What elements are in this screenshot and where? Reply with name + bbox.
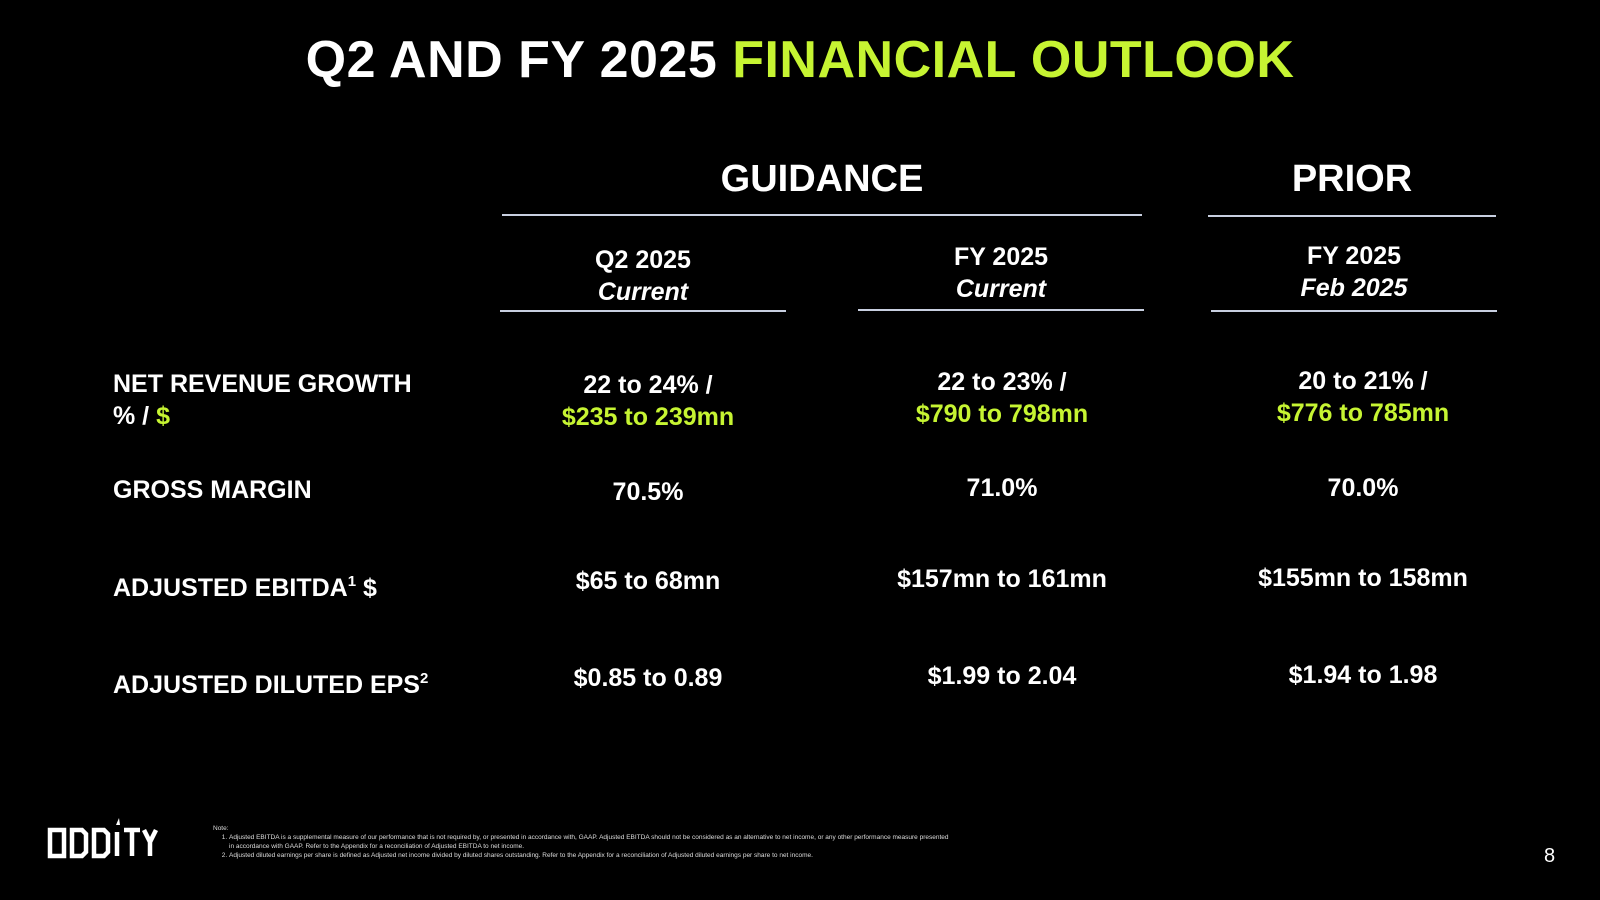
cell-gross-margin-fy-current: 71.0% <box>966 474 1038 502</box>
oddity-logo <box>47 818 159 859</box>
column-header-fy-current: FY 2025 Current <box>858 241 1144 305</box>
row-label-adjusted-ebitda: ADJUSTED EBITDA1 $ <box>113 566 377 604</box>
title-part-white: Q2 AND FY 2025 <box>305 31 718 89</box>
row-label-adjusted-diluted-eps: ADJUSTED DILUTED EPS2 <box>113 663 428 701</box>
cell-revenue-q2: 22 to 24% / $235 to 239mn <box>498 369 798 433</box>
column-header-subtitle: Current <box>597 278 689 306</box>
row-label-suffix: $ <box>356 574 377 602</box>
column-header-period: Q2 2025 <box>595 246 691 274</box>
cell-revenue-fy-current: 22 to 23% / $790 to 798mn <box>852 366 1152 430</box>
row-label-text: ADJUSTED EBITDA <box>113 574 348 602</box>
column-header-subtitle: Current <box>955 275 1047 303</box>
row-label-text: ADJUSTED DILUTED EPS <box>113 671 420 699</box>
note-item: Adjusted EBITDA is a supplemental measur… <box>229 833 953 851</box>
notes-heading: Note: <box>213 825 229 832</box>
row-label-text: % / <box>113 402 157 430</box>
row-label-accent: $ <box>156 402 170 430</box>
row-label-net-revenue-growth: NET REVENUE GROWTH % / $ <box>113 368 412 432</box>
column-rule <box>500 310 786 312</box>
column-header-period: FY 2025 <box>953 243 1049 271</box>
page-title: Q2 AND FY 2025 FINANCIAL OUTLOOK <box>0 30 1600 90</box>
notes-list: Adjusted EBITDA is a supplemental measur… <box>213 833 953 860</box>
cell-gross-margin-fy-prior: 70.0% <box>1327 474 1399 502</box>
cell-accent-text: $776 to 785mn <box>1276 399 1450 427</box>
column-header-period: FY 2025 <box>1306 242 1402 270</box>
cell-text: 22 to 23% / <box>937 368 1067 396</box>
cell-eps-q2: $0.85 to 0.89 <box>573 664 723 692</box>
cell-accent-text: $790 to 798mn <box>915 400 1089 428</box>
column-rule <box>1211 310 1497 312</box>
column-header-subtitle: Feb 2025 <box>1300 274 1408 302</box>
row-label-line: % / $ <box>113 400 412 432</box>
guidance-header: GUIDANCE <box>720 158 924 200</box>
cell-ebitda-q2: $65 to 68mn <box>575 567 721 595</box>
prior-header: PRIOR <box>1291 158 1413 200</box>
row-label-gross-margin: GROSS MARGIN <box>113 476 312 504</box>
footnote-marker: 1 <box>347 573 357 590</box>
prior-rule <box>1208 215 1496 217</box>
cell-ebitda-fy-current: $157mn to 161mn <box>897 565 1107 593</box>
page-number: 8 <box>1544 845 1556 867</box>
title-part-accent: FINANCIAL OUTLOOK <box>732 31 1295 89</box>
guidance-rule <box>502 214 1142 216</box>
column-header-fy-prior: FY 2025 Feb 2025 <box>1211 240 1497 304</box>
cell-eps-fy-current: $1.99 to 2.04 <box>927 662 1077 690</box>
cell-gross-margin-q2: 70.5% <box>612 478 684 506</box>
note-item: Adjusted diluted earnings per share is d… <box>229 851 953 860</box>
cell-accent-text: $235 to 239mn <box>561 403 735 431</box>
column-header-q2-current: Q2 2025 Current <box>500 244 786 308</box>
cell-eps-fy-prior: $1.94 to 1.98 <box>1288 661 1438 689</box>
cell-revenue-fy-prior: 20 to 21% / $776 to 785mn <box>1213 365 1513 429</box>
footnotes: Note: Adjusted EBITDA is a supplemental … <box>213 824 953 860</box>
row-label-line: NET REVENUE GROWTH <box>113 370 412 398</box>
cell-text: 20 to 21% / <box>1298 367 1428 395</box>
column-rule <box>858 309 1144 311</box>
cell-text: 22 to 24% / <box>583 371 713 399</box>
cell-ebitda-fy-prior: $155mn to 158mn <box>1258 564 1468 592</box>
footnote-marker: 2 <box>419 670 429 687</box>
